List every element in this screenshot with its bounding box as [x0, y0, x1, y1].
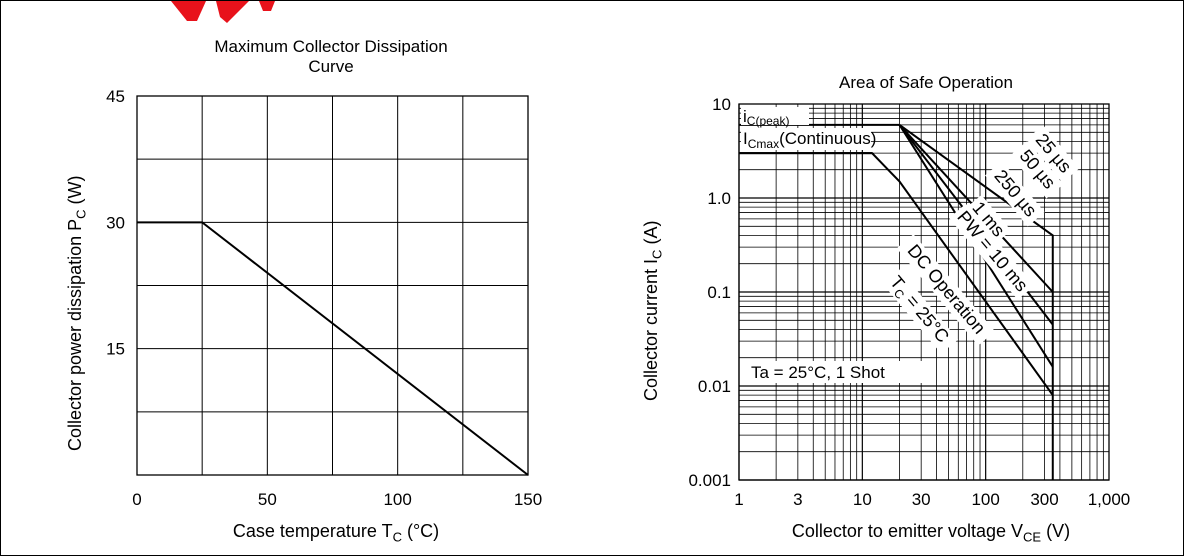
right-label-50us-bg	[1010, 141, 1064, 199]
left-plot-frame	[136, 95, 529, 476]
left-x-tick-label: 0	[132, 490, 141, 509]
right-x-tick-label: 1	[734, 490, 743, 509]
right-y-tick-label: 10	[712, 95, 731, 114]
right-x-tick-label: 300	[1030, 490, 1058, 509]
left-y-tick-label: 45	[106, 87, 125, 106]
logo-mark	[171, 1, 275, 23]
left-y-tick-label: 15	[106, 340, 125, 359]
left-x-axis-label-main: Case temperature T	[232, 521, 393, 541]
right-peak-label-main: i	[743, 107, 747, 126]
right-cont-label-bg	[741, 128, 871, 150]
left-chart-plot: 0 50 100 150 15 30 45	[106, 87, 542, 509]
right-series-line	[898, 124, 1054, 480]
right-series-line	[739, 152, 1054, 396]
right-y-tick-label: 1.0	[707, 189, 731, 208]
right-cont-label-sub: Cmax	[748, 137, 779, 151]
left-series-line	[137, 221, 529, 476]
right-peak-label: iC(peak)	[743, 107, 789, 128]
right-x-axis-label-unit: (V)	[1041, 521, 1071, 541]
left-x-tick-label: 50	[258, 490, 277, 509]
right-x-tick-label: 3	[793, 490, 802, 509]
right-label-tc-bg	[879, 265, 959, 354]
right-label-250us-bg	[985, 161, 1045, 227]
left-y-tick-label: 30	[106, 213, 125, 232]
right-x-tick-label: 10	[853, 490, 872, 509]
right-conditions-label-bg	[746, 361, 926, 383]
right-cont-label: ICmax(Continuous)	[743, 129, 876, 151]
right-plot-frame	[738, 103, 1110, 481]
left-x-tick-label: 100	[383, 490, 411, 509]
right-cont-label-main: I	[743, 129, 748, 148]
right-y-tick-label: 0.01	[698, 377, 731, 396]
left-chart-title-line1: Maximum Collector Dissipation	[214, 37, 448, 56]
right-conditions-label: Ta = 25°C, 1 Shot	[751, 363, 885, 382]
right-y-tick-label: 0.1	[707, 283, 731, 302]
right-x-tick-label: 1,000	[1088, 490, 1131, 509]
right-label-25us-bg	[1026, 125, 1080, 183]
left-chart-title: Maximum Collector Dissipation Curve	[146, 37, 516, 77]
left-x-axis-label: Case temperature TC (°C)	[136, 521, 536, 545]
right-chart-title: Area of Safe Operation	[839, 73, 1013, 92]
right-x-tick-label: 100	[971, 490, 999, 509]
right-x-axis-label: Collector to emitter voltage VCE (V)	[701, 521, 1161, 545]
left-x-axis-label-unit: (°C)	[401, 521, 440, 541]
right-x-axis-label-sub: CE	[1023, 529, 1042, 545]
right-y-tick-label: 0.001	[688, 471, 731, 490]
right-x-tick-label: 30	[912, 490, 931, 509]
right-cont-label-tail: (Continuous)	[779, 129, 876, 148]
right-label-dc-bg	[896, 234, 996, 346]
right-label-1ms-bg	[964, 194, 1012, 245]
left-chart-title-line2: Curve	[308, 57, 354, 76]
right-label-pw10ms-bg	[949, 203, 1035, 300]
left-x-tick-label: 150	[514, 490, 542, 509]
left-x-axis-label-sub: C	[392, 529, 402, 545]
right-peak-label-bg	[741, 107, 809, 125]
right-x-axis-label-main: Collector to emitter voltage V	[791, 521, 1024, 541]
right-peak-label-sub: C(peak)	[747, 114, 790, 128]
